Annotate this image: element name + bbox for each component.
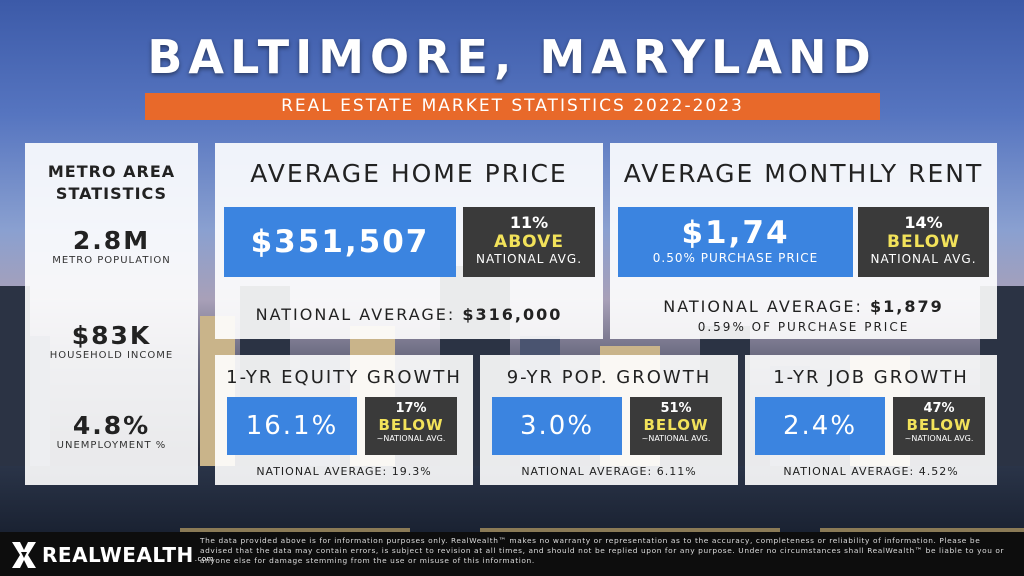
footer-bar: REALWEALTH .com The data provided above i… <box>0 532 1024 576</box>
rent-sub: 0.50% PURCHASE PRICE <box>652 251 819 265</box>
rent-pct: 14% <box>904 213 943 232</box>
job-direction: BELOW <box>906 416 972 434</box>
home-price-pct: 11% <box>509 213 549 232</box>
realwealth-logo: REALWEALTH .com <box>10 542 214 568</box>
rent-national-sub: 0.59% OF PURCHASE PRICE <box>697 320 910 334</box>
unemployment-value: 4.8% <box>72 411 151 440</box>
equity-compare-label: ~NATIONAL AVG. <box>376 434 446 443</box>
household-income-value: $83K <box>71 321 152 350</box>
pop-pct: 51% <box>660 401 692 416</box>
job-growth-card: 1-YR JOB GROWTH 2.4% 47% BELOW ~NATIONAL… <box>745 355 997 485</box>
job-compare-label: ~NATIONAL AVG. <box>904 434 974 443</box>
home-price-compare-box: 11% ABOVE NATIONAL AVG. <box>463 207 595 277</box>
disclaimer-text: The data provided above is for informati… <box>200 536 1005 565</box>
home-price-compare-label: NATIONAL AVG. <box>475 252 583 266</box>
home-price-national: NATIONAL AVERAGE: $316,000 <box>215 305 603 324</box>
home-price-card: AVERAGE HOME PRICE $351,507 11% ABOVE NA… <box>215 143 603 339</box>
home-price-national-label: NATIONAL AVERAGE: <box>255 305 456 324</box>
logo-suffix: .com <box>194 555 214 563</box>
equity-national: NATIONAL AVERAGE: 19.3% <box>256 465 432 478</box>
metro-population-label: METRO POPULATION <box>52 255 171 266</box>
rent-compare-box: 14% BELOW NATIONAL AVG. <box>858 207 989 277</box>
rent-card: AVERAGE MONTHLY RENT $1,74 0.50% PURCHAS… <box>610 143 997 339</box>
subtitle-banner: REAL ESTATE MARKET STATISTICS 2022-2023 <box>145 93 880 120</box>
rent-national-value: $1,879 <box>870 297 944 316</box>
job-national: NATIONAL AVERAGE: 4.52% <box>783 465 959 478</box>
rent-value-box: $1,74 0.50% PURCHASE PRICE <box>618 207 853 277</box>
realwealth-logo-icon <box>12 542 36 568</box>
job-compare-box: 47% BELOW ~NATIONAL AVG. <box>893 397 985 455</box>
pop-compare-label: ~NATIONAL AVG. <box>641 434 711 443</box>
metro-stats-panel: METRO AREA STATISTICS 2.8M METRO POPULAT… <box>25 143 198 485</box>
job-value: 2.4% <box>755 397 885 455</box>
metro-population-value: 2.8M <box>72 226 151 255</box>
equity-direction: BELOW <box>378 416 444 434</box>
rent-national-label: NATIONAL AVERAGE: <box>663 297 863 316</box>
rent-direction: BELOW <box>887 232 960 252</box>
rent-national: NATIONAL AVERAGE: $1,879 <box>610 297 997 316</box>
population-growth-card: 9-YR POP. GROWTH 3.0% 51% BELOW ~NATIONA… <box>480 355 738 485</box>
pop-value: 3.0% <box>492 397 622 455</box>
rent-value: $1,74 <box>681 215 790 251</box>
unemployment-label: UNEMPLOYMENT % <box>56 440 167 451</box>
household-income-label: HOUSEHOLD INCOME <box>49 350 174 361</box>
pop-direction: BELOW <box>643 416 709 434</box>
page-title: BALTIMORE, MARYLAND <box>147 30 877 84</box>
equity-value: 16.1% <box>227 397 357 455</box>
equity-growth-card: 1-YR EQUITY GROWTH 16.1% 17% BELOW ~NATI… <box>215 355 473 485</box>
pop-title: 9-YR POP. GROWTH <box>506 367 712 388</box>
pop-national: NATIONAL AVERAGE: 6.11% <box>521 465 697 478</box>
home-price-title: AVERAGE HOME PRICE <box>250 159 568 188</box>
job-title: 1-YR JOB GROWTH <box>773 367 969 388</box>
home-price-value: $351,507 <box>224 207 456 277</box>
metro-heading: METRO AREA STATISTICS <box>47 162 176 203</box>
equity-title: 1-YR EQUITY GROWTH <box>226 367 462 388</box>
rent-compare-label: NATIONAL AVG. <box>870 252 977 266</box>
home-price-direction: ABOVE <box>494 232 564 252</box>
job-pct: 47% <box>923 401 955 416</box>
home-price-national-value: $316,000 <box>462 305 563 324</box>
equity-pct: 17% <box>395 401 427 416</box>
equity-compare-box: 17% BELOW ~NATIONAL AVG. <box>365 397 457 455</box>
rent-title: AVERAGE MONTHLY RENT <box>623 159 984 188</box>
logo-text: REALWEALTH <box>42 543 194 567</box>
pop-compare-box: 51% BELOW ~NATIONAL AVG. <box>630 397 722 455</box>
